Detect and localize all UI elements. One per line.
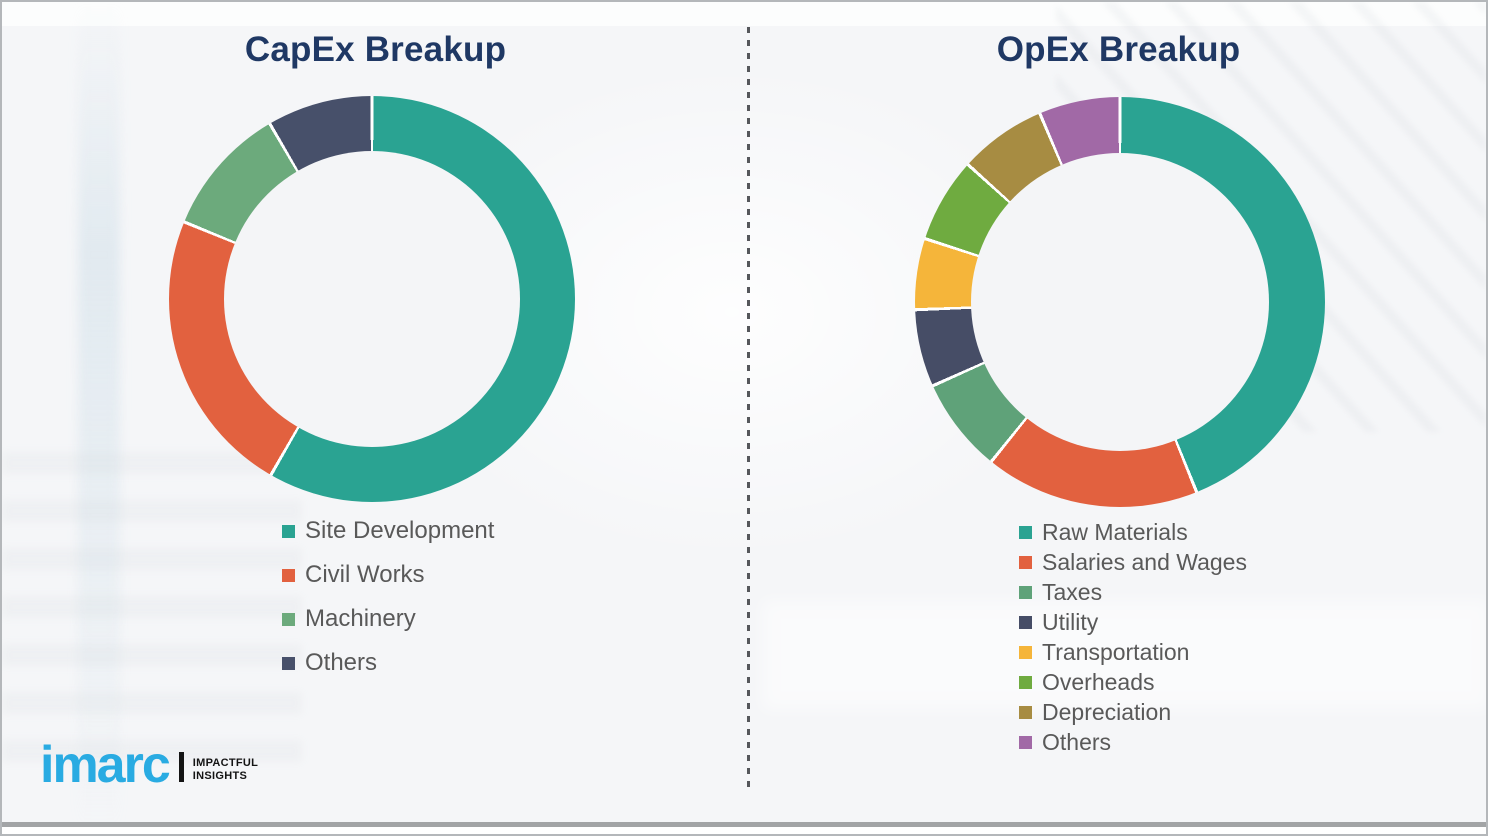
- legend-swatch-icon: [1019, 555, 1032, 569]
- opex-donut-hole: [971, 153, 1269, 451]
- logo-tagline-line2: INSIGHTS: [192, 770, 248, 783]
- legend-item-utility: Utility: [1019, 607, 1247, 637]
- legend-item-salaries-and-wages: Salaries and Wages: [1019, 547, 1247, 577]
- legend-label: Overheads: [1042, 668, 1155, 695]
- legend-swatch-icon: [1019, 735, 1032, 749]
- legend-swatch-icon: [282, 568, 295, 582]
- imarc-logo: imarc IMPACTFUL INSIGHTS: [40, 736, 258, 794]
- legend-swatch-icon: [1019, 705, 1032, 719]
- legend-label: Taxes: [1042, 578, 1103, 605]
- legend-label: Raw Materials: [1042, 518, 1188, 545]
- legend-label: Civil Works: [305, 561, 425, 588]
- logo-tagline-line1: IMPACTFUL: [192, 757, 259, 770]
- legend-item-transportation: Transportation: [1019, 637, 1247, 667]
- legend-item-civil-works: Civil Works: [282, 553, 494, 597]
- imarc-wordmark: imarc: [40, 736, 171, 794]
- legend-swatch-icon: [282, 612, 295, 626]
- legend-item-taxes: Taxes: [1019, 577, 1247, 607]
- capex-title: CapEx Breakup: [244, 30, 507, 69]
- bottom-margin: [2, 827, 1486, 834]
- panel-divider: [747, 27, 750, 793]
- capex-donut-hole: [224, 151, 520, 447]
- legend-label: Others: [305, 649, 378, 676]
- legend-item-site-development: Site Development: [282, 509, 494, 553]
- logo-tagline: IMPACTFUL INSIGHTS: [193, 757, 258, 783]
- legend-swatch-icon: [1019, 675, 1032, 689]
- legend-swatch-icon: [1019, 615, 1032, 629]
- legend-label: Depreciation: [1042, 698, 1172, 725]
- opex-donut-chart: [915, 97, 1325, 507]
- legend-swatch-icon: [1019, 525, 1032, 539]
- legend-swatch-icon: [1019, 585, 1032, 599]
- legend-label: Others: [1042, 728, 1112, 755]
- legend-label: Site Development: [305, 517, 495, 544]
- background-watermark: [78, 2, 120, 834]
- legend-swatch-icon: [1019, 645, 1032, 659]
- logo-separator: [178, 752, 184, 783]
- legend-label: Utility: [1042, 608, 1099, 635]
- legend-item-machinery: Machinery: [282, 597, 494, 641]
- legend-item-overheads: Overheads: [1019, 667, 1247, 697]
- legend-label: Salaries and Wages: [1042, 548, 1247, 575]
- opex-legend: Raw Materials Salaries and Wages Taxes Util…: [1019, 517, 1247, 757]
- legend-label: Transportation: [1042, 638, 1190, 665]
- legend-item-others: Others: [1019, 727, 1247, 757]
- background-watermark: [2, 432, 302, 762]
- legend-swatch-icon: [282, 524, 295, 538]
- legend-item-raw-materials: Raw Materials: [1019, 517, 1247, 547]
- bottom-divider: [2, 822, 1486, 827]
- opex-title: OpEx Breakup: [996, 30, 1241, 69]
- legend-item-depreciation: Depreciation: [1019, 697, 1247, 727]
- legend-swatch-icon: [282, 656, 295, 670]
- legend-item-others: Others: [282, 641, 494, 685]
- capex-donut-chart: [169, 96, 575, 502]
- capex-legend: Site Development Civil Works Machinery Othe…: [282, 509, 494, 685]
- background-watermark: [2, 2, 1486, 26]
- legend-label: Machinery: [305, 605, 416, 632]
